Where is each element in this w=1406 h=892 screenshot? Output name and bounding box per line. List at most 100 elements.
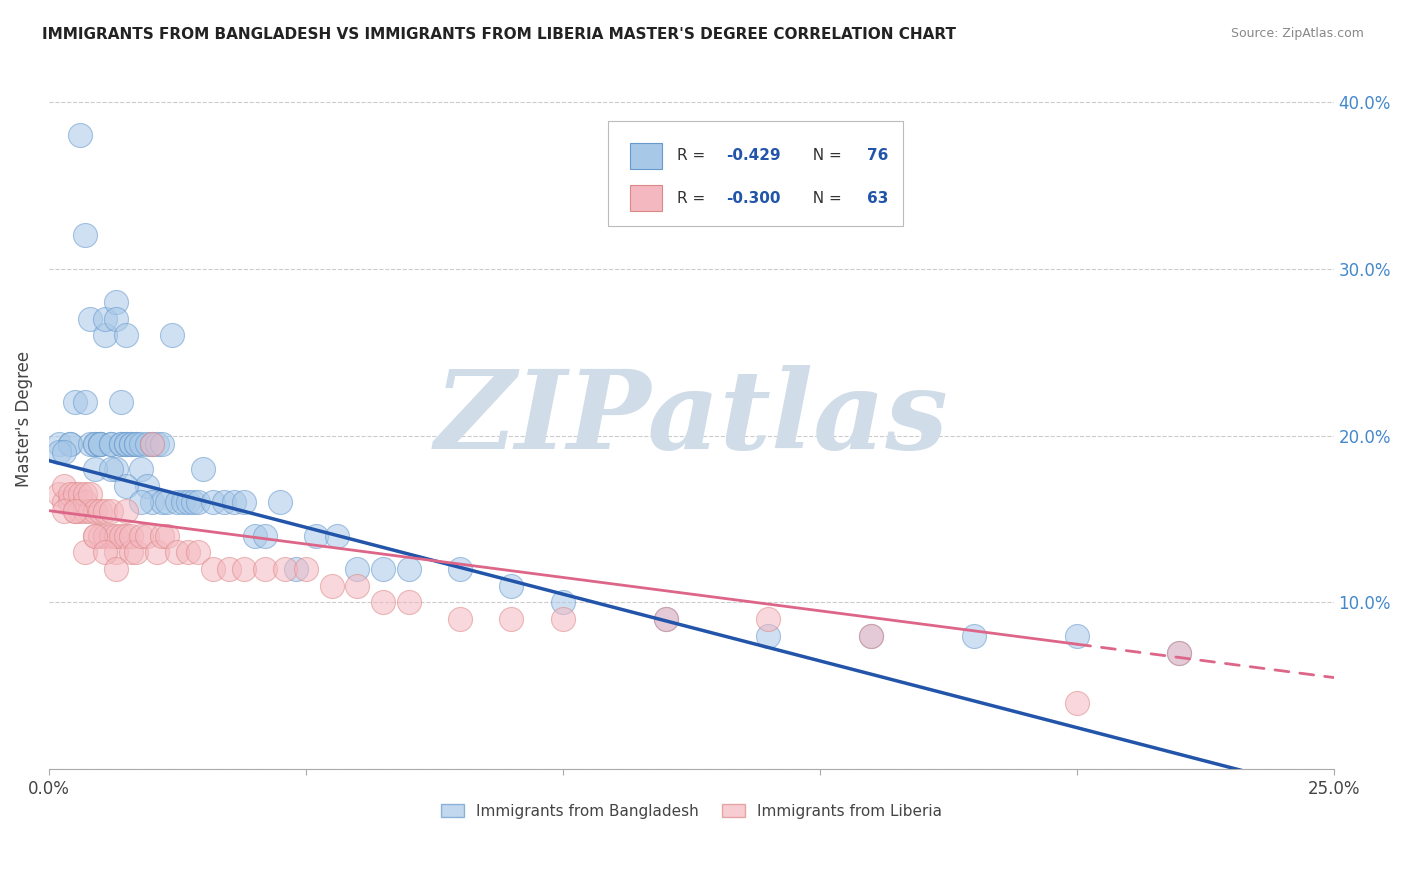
Point — [187, 495, 209, 509]
Point — [73, 487, 96, 501]
Point — [449, 562, 471, 576]
Point — [48, 487, 70, 501]
Point — [449, 612, 471, 626]
Point — [53, 445, 76, 459]
Point — [233, 562, 256, 576]
Text: R =: R = — [678, 191, 710, 206]
Point — [48, 445, 70, 459]
Point — [69, 504, 91, 518]
Point — [181, 495, 204, 509]
Point — [125, 437, 148, 451]
Point — [110, 395, 132, 409]
Text: ZIPatlas: ZIPatlas — [434, 365, 948, 473]
Text: -0.300: -0.300 — [725, 191, 780, 206]
Point — [115, 437, 138, 451]
Point — [146, 545, 169, 559]
Point — [758, 612, 780, 626]
Point — [104, 562, 127, 576]
Point — [150, 437, 173, 451]
Text: IMMIGRANTS FROM BANGLADESH VS IMMIGRANTS FROM LIBERIA MASTER'S DEGREE CORRELATIO: IMMIGRANTS FROM BANGLADESH VS IMMIGRANTS… — [42, 27, 956, 42]
Point — [371, 562, 394, 576]
Point — [100, 529, 122, 543]
Point — [110, 529, 132, 543]
Point — [202, 562, 225, 576]
Point — [79, 437, 101, 451]
Point — [89, 437, 111, 451]
Point — [115, 437, 138, 451]
Point — [53, 504, 76, 518]
Point — [321, 579, 343, 593]
Point — [84, 437, 107, 451]
Point — [115, 478, 138, 492]
Point — [284, 562, 307, 576]
Point — [89, 504, 111, 518]
Point — [63, 395, 86, 409]
Point — [202, 495, 225, 509]
Point — [156, 529, 179, 543]
Point — [104, 295, 127, 310]
Point — [305, 529, 328, 543]
Text: -0.429: -0.429 — [725, 148, 780, 163]
Point — [172, 495, 194, 509]
Text: Source: ZipAtlas.com: Source: ZipAtlas.com — [1230, 27, 1364, 40]
Point — [94, 529, 117, 543]
Point — [156, 495, 179, 509]
Point — [115, 328, 138, 343]
Point — [346, 579, 368, 593]
Point — [131, 437, 153, 451]
Point — [501, 579, 523, 593]
Point — [104, 462, 127, 476]
Point — [110, 437, 132, 451]
Point — [79, 504, 101, 518]
Point — [371, 595, 394, 609]
Legend: Immigrants from Bangladesh, Immigrants from Liberia: Immigrants from Bangladesh, Immigrants f… — [434, 797, 948, 825]
Point — [177, 545, 200, 559]
Point — [73, 495, 96, 509]
Point — [84, 437, 107, 451]
Point — [274, 562, 297, 576]
Point — [73, 504, 96, 518]
Text: R =: R = — [678, 148, 710, 163]
Point — [120, 437, 142, 451]
Text: 63: 63 — [868, 191, 889, 206]
Point — [73, 395, 96, 409]
Point — [73, 545, 96, 559]
Point — [253, 529, 276, 543]
Point — [79, 311, 101, 326]
Point — [89, 529, 111, 543]
Point — [141, 437, 163, 451]
Point — [120, 437, 142, 451]
Point — [120, 529, 142, 543]
Point — [758, 629, 780, 643]
Point — [110, 437, 132, 451]
Point — [63, 487, 86, 501]
Point — [150, 495, 173, 509]
Point — [1168, 646, 1191, 660]
Point — [115, 504, 138, 518]
Point — [233, 495, 256, 509]
Text: 76: 76 — [868, 148, 889, 163]
Text: N =: N = — [803, 191, 846, 206]
Point — [326, 529, 349, 543]
Point — [79, 487, 101, 501]
Point — [94, 545, 117, 559]
Point — [551, 612, 574, 626]
Point — [135, 437, 157, 451]
Point — [551, 595, 574, 609]
Point — [860, 629, 883, 643]
Point — [53, 495, 76, 509]
Point — [295, 562, 318, 576]
Point — [222, 495, 245, 509]
Point — [100, 437, 122, 451]
Point — [94, 504, 117, 518]
Point — [69, 487, 91, 501]
Point — [63, 504, 86, 518]
Point — [135, 478, 157, 492]
Point — [177, 495, 200, 509]
Point — [125, 437, 148, 451]
Point — [218, 562, 240, 576]
Point — [212, 495, 235, 509]
Point — [187, 545, 209, 559]
FancyBboxPatch shape — [630, 185, 662, 211]
Point — [94, 311, 117, 326]
